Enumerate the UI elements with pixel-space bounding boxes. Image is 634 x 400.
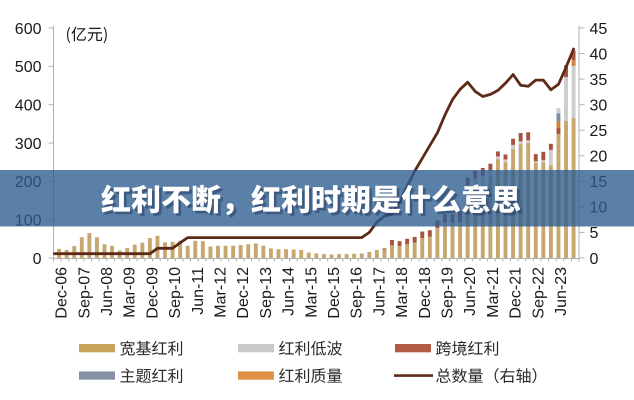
svg-text:300: 300 xyxy=(15,136,42,153)
svg-text:20: 20 xyxy=(590,149,608,166)
svg-text:Sep-16: Sep-16 xyxy=(349,267,366,319)
svg-text:0: 0 xyxy=(590,251,599,268)
svg-text:Dec-12: Dec-12 xyxy=(235,267,252,319)
svg-text:Mar-21: Mar-21 xyxy=(485,267,502,318)
svg-text:0: 0 xyxy=(33,251,42,268)
svg-text:600: 600 xyxy=(15,21,42,38)
svg-text:Sep-19: Sep-19 xyxy=(440,267,457,319)
svg-text:Sep-07: Sep-07 xyxy=(76,267,93,319)
svg-text:Sep-13: Sep-13 xyxy=(258,267,275,319)
svg-text:Dec-15: Dec-15 xyxy=(326,267,343,319)
svg-text:400: 400 xyxy=(15,98,42,115)
svg-text:45: 45 xyxy=(590,21,608,38)
svg-text:Mar-15: Mar-15 xyxy=(303,267,320,318)
svg-text:Sep-10: Sep-10 xyxy=(167,267,184,319)
svg-text:40: 40 xyxy=(590,46,608,63)
svg-text:Dec-18: Dec-18 xyxy=(417,267,434,319)
svg-text:Jun-17: Jun-17 xyxy=(371,267,388,316)
svg-text:Jun-08: Jun-08 xyxy=(99,267,116,316)
svg-text:Jun-14: Jun-14 xyxy=(281,267,298,316)
svg-text:Dec-06: Dec-06 xyxy=(54,267,71,319)
svg-text:30: 30 xyxy=(590,98,608,115)
svg-text:35: 35 xyxy=(590,72,608,89)
svg-text:Sep-22: Sep-22 xyxy=(530,267,547,319)
svg-text:Jun-11: Jun-11 xyxy=(190,267,207,315)
svg-text:Jun-23: Jun-23 xyxy=(553,267,570,316)
svg-text:Mar-09: Mar-09 xyxy=(122,267,139,318)
svg-text:Dec-21: Dec-21 xyxy=(508,267,525,319)
svg-text:5: 5 xyxy=(590,225,599,242)
svg-text:25: 25 xyxy=(590,123,608,140)
svg-text:Mar-12: Mar-12 xyxy=(213,267,230,318)
svg-text:Mar-18: Mar-18 xyxy=(394,267,411,318)
svg-text:500: 500 xyxy=(15,59,42,76)
svg-text:Dec-09: Dec-09 xyxy=(144,267,161,319)
svg-text:Jun-20: Jun-20 xyxy=(462,267,479,316)
